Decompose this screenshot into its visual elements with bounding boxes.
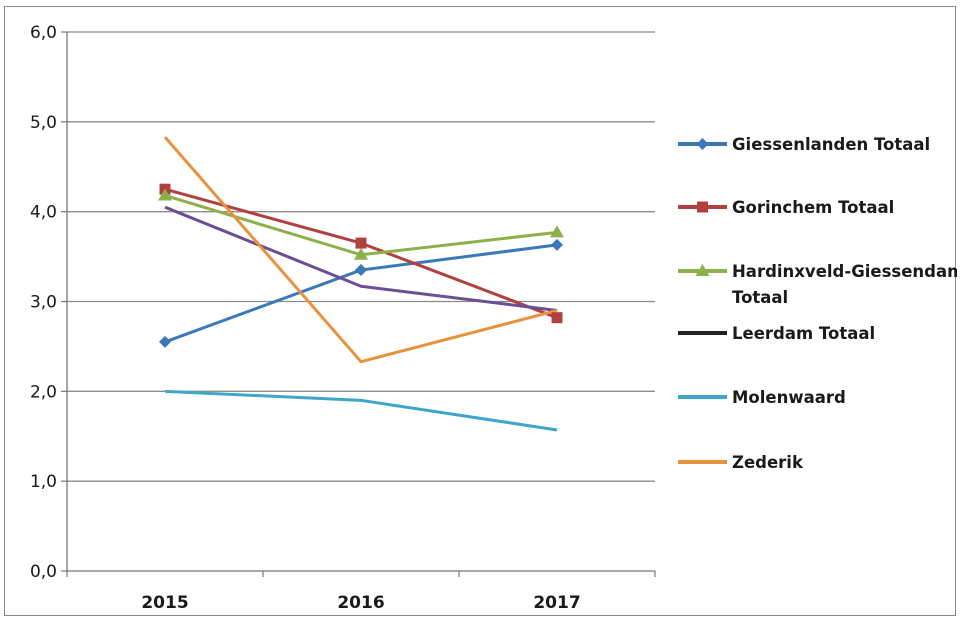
data-point bbox=[355, 264, 367, 277]
y-tick-label: 3,0 bbox=[30, 293, 57, 313]
chart-frame: 0,0 1,0 2,0 3,0 4,0 5,0 6,0 2015 2016 2017 Giesse… bbox=[4, 6, 957, 616]
y-tick-label: 0,0 bbox=[30, 562, 57, 582]
legend-item: Giessenlanden Totaal bbox=[678, 135, 930, 154]
legend-label: Hardinxveld-Giessendam Totaal bbox=[732, 262, 957, 307]
data-point bbox=[551, 238, 563, 251]
legend-marker bbox=[697, 201, 708, 213]
y-tick-label: 1,0 bbox=[30, 472, 57, 492]
data-point bbox=[550, 225, 564, 238]
data-point bbox=[354, 247, 368, 260]
series-lines bbox=[163, 136, 558, 432]
legend-marker bbox=[695, 264, 710, 276]
legend-item: Hardinxveld-Giessendam Totaal bbox=[678, 262, 957, 307]
legend-label: Zederik bbox=[732, 453, 804, 472]
data-point bbox=[158, 188, 172, 201]
legend-item: Molenwaard bbox=[678, 388, 846, 407]
legend-label-line: Totaal bbox=[732, 288, 788, 307]
x-tick-label: 2017 bbox=[533, 593, 580, 613]
legend-item: Leerdam Totaal bbox=[678, 324, 875, 343]
legend-label: Giessenlanden Totaal bbox=[732, 135, 930, 154]
legend: Giessenlanden Totaal Gorinchem Totaal Hard… bbox=[678, 135, 957, 472]
series-line-4 bbox=[164, 205, 558, 312]
y-tick-label: 2,0 bbox=[30, 382, 57, 402]
legend-label-line: Hardinxveld-Giessendam bbox=[732, 262, 957, 281]
y-tick-label: 5,0 bbox=[30, 113, 57, 133]
y-tick-label: 4,0 bbox=[30, 203, 57, 223]
legend-item: Gorinchem Totaal bbox=[678, 198, 894, 217]
legend-label: Leerdam Totaal bbox=[732, 324, 875, 343]
series-line-6 bbox=[163, 136, 558, 364]
series-markers bbox=[158, 183, 564, 348]
legend-item: Zederik bbox=[678, 453, 804, 472]
legend-label: Molenwaard bbox=[732, 388, 846, 407]
x-tick-label: 2015 bbox=[141, 593, 188, 613]
legend-label: Gorinchem Totaal bbox=[732, 198, 894, 217]
y-tick-label: 6,0 bbox=[30, 23, 57, 43]
data-point bbox=[159, 335, 171, 348]
legend-marker bbox=[696, 138, 709, 150]
data-point bbox=[355, 237, 367, 249]
axes: 0,0 1,0 2,0 3,0 4,0 5,0 6,0 2015 2016 2017 bbox=[30, 23, 656, 613]
data-point bbox=[551, 312, 563, 324]
series-line-5 bbox=[164, 389, 558, 432]
line-chart: 0,0 1,0 2,0 3,0 4,0 5,0 6,0 2015 2016 2017 Giesse… bbox=[30, 23, 957, 613]
x-tick-label: 2016 bbox=[337, 593, 384, 613]
